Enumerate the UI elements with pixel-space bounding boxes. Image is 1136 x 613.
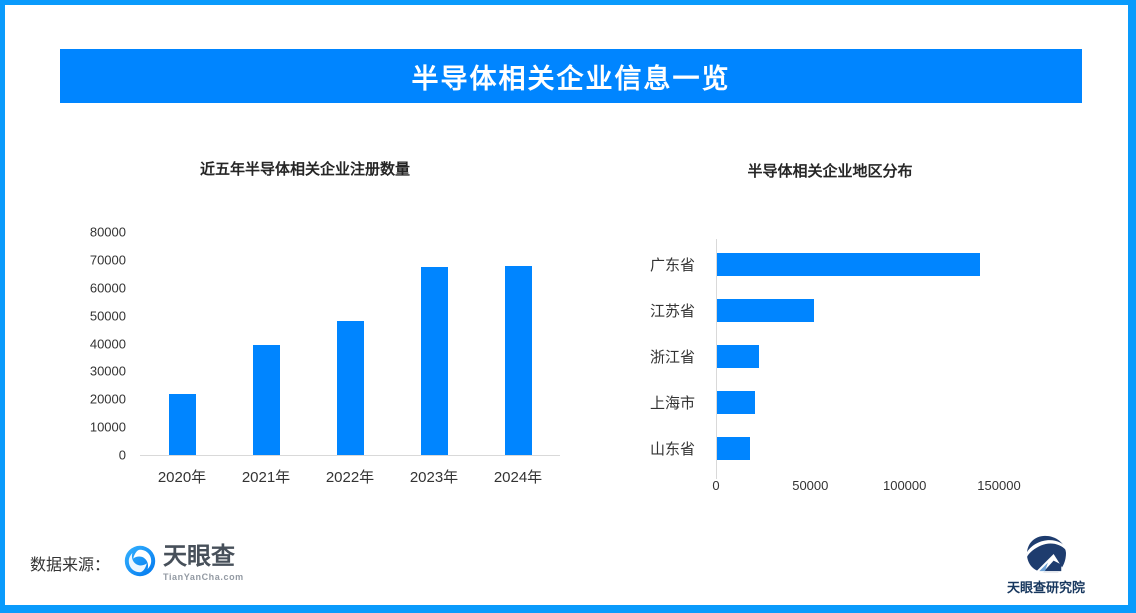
region-row: 浙江省 <box>650 333 1050 379</box>
region-label: 上海市 <box>650 394 696 412</box>
x-tick-label: 2021年 <box>241 469 291 486</box>
tianyancha-name: 天眼查 <box>163 543 236 571</box>
bar-4 <box>420 266 448 455</box>
registrations-x-axis: 2020年 2021年 2022年 2023年 2024年 <box>140 466 560 487</box>
registrations-plot-area <box>140 232 560 456</box>
tianyancha-domain: TianYanCha.com <box>163 571 244 582</box>
tianyancha-wordmark: 天眼查 TianYanCha.com <box>163 544 244 581</box>
region-row: 山东省 <box>650 425 1050 471</box>
x-tick-label: 2020年 <box>157 469 207 486</box>
x-tick-label: 100000 <box>882 478 927 493</box>
y-tick-label: 30000 <box>89 363 126 379</box>
y-tick-label: 40000 <box>89 336 126 351</box>
page-title: 半导体相关企业信息一览 <box>411 63 731 94</box>
region-label: 广东省 <box>650 256 696 274</box>
region-label: 山东省 <box>650 440 696 458</box>
bar-1 <box>716 252 981 276</box>
bar-4 <box>716 390 755 414</box>
y-tick-label: 10000 <box>89 419 126 435</box>
regions-bar-chart: 广东省江苏省浙江省上海市山东省 0 50000 100000 150000 <box>650 239 1050 494</box>
tianyancha-swirl-icon <box>124 545 156 582</box>
regions-axis-line <box>716 239 717 479</box>
x-tick-label: 0 <box>712 478 720 493</box>
bar-3 <box>336 321 364 455</box>
tianyancha-logo: 天眼查 TianYanCha.com <box>124 544 244 582</box>
bar-2 <box>252 344 280 455</box>
y-tick-label: 80000 <box>89 224 126 240</box>
bar-5 <box>716 436 750 460</box>
y-tick-label: 60000 <box>89 280 126 296</box>
institute-logo-icon <box>1000 534 1092 574</box>
x-tick-label: 2022年 <box>325 469 375 486</box>
region-label: 江苏省 <box>650 302 696 320</box>
regions-chart-title: 半导体相关企业地区分布 <box>747 163 913 180</box>
x-tick-label: 50000 <box>792 478 829 493</box>
data-source-label: 数据来源： <box>30 557 111 574</box>
region-row: 江苏省 <box>650 287 1050 333</box>
bar-5 <box>504 266 532 455</box>
bar-3 <box>716 344 760 368</box>
regions-x-axis: 0 50000 100000 150000 <box>712 478 1050 494</box>
region-row: 广东省 <box>650 241 1050 287</box>
registrations-bar-chart: 0 10000 20000 30000 40000 50000 60000 70000 8000… <box>73 225 570 492</box>
y-tick-label: 70000 <box>89 252 126 268</box>
y-tick-label: 20000 <box>89 391 126 407</box>
x-tick-label: 2023年 <box>409 469 459 486</box>
region-row: 上海市 <box>650 379 1050 425</box>
registrations-y-axis: 0 10000 20000 30000 40000 50000 60000 70000 8000… <box>73 225 133 463</box>
title-banner: 半导体相关企业信息一览 <box>60 49 1082 103</box>
institute-name: 天眼查研究院 <box>1006 580 1085 595</box>
bar-2 <box>716 298 815 322</box>
regions-rows: 广东省江苏省浙江省上海市山东省 <box>650 241 1050 471</box>
registrations-chart-title: 近五年半导体相关企业注册数量 <box>199 161 410 178</box>
y-tick-label: 0 <box>118 447 126 463</box>
x-tick-label: 150000 <box>977 478 1021 493</box>
x-tick-label: 2024年 <box>493 469 543 486</box>
y-tick-label: 50000 <box>89 308 126 324</box>
tianyancha-institute: 天眼查研究院 <box>1000 534 1092 596</box>
region-label: 浙江省 <box>650 348 696 366</box>
data-source: 数据来源： 天眼查 TianYanCha.com <box>30 540 244 586</box>
bar-1 <box>168 393 196 455</box>
